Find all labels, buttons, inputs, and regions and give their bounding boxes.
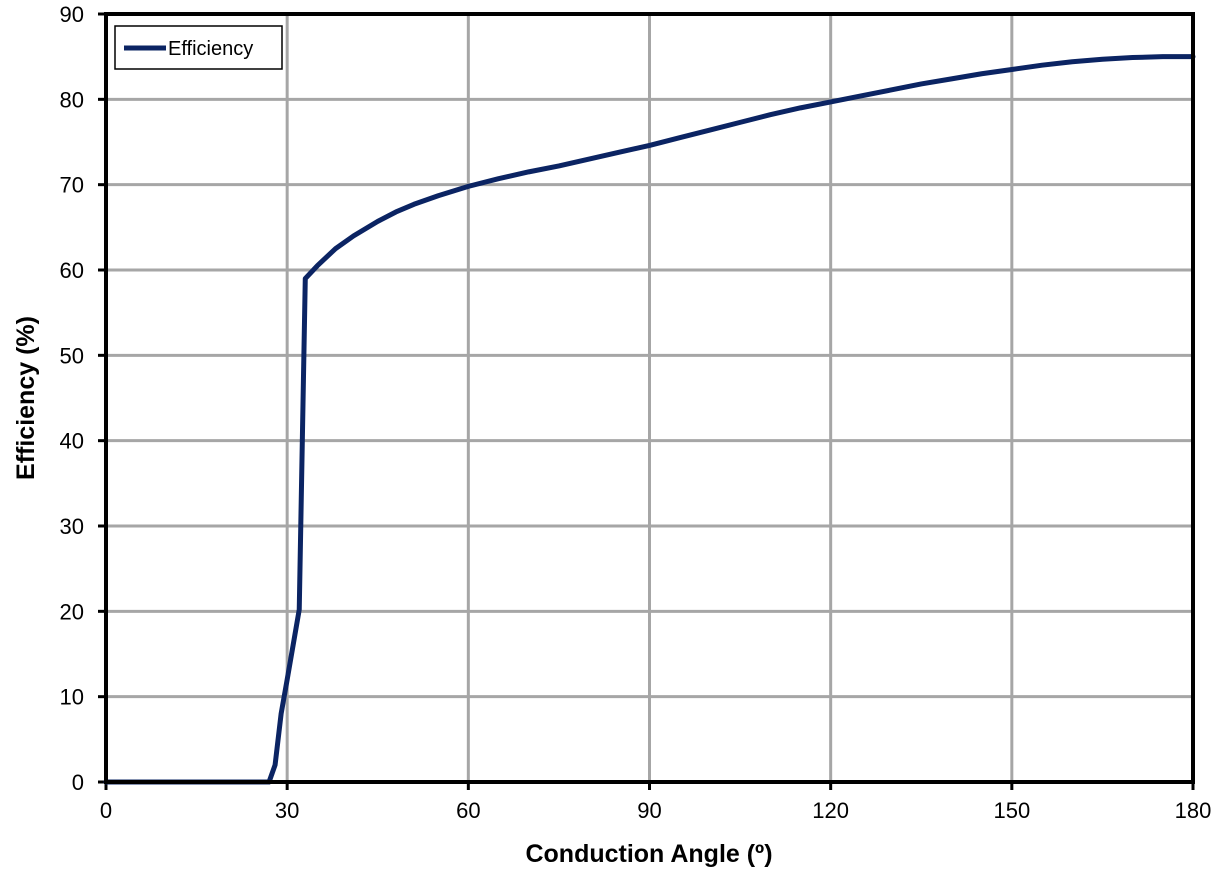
y-tick-label: 60 <box>60 258 84 283</box>
y-tick-label: 30 <box>60 514 84 539</box>
y-tick-label: 80 <box>60 87 84 112</box>
x-tick-label: 180 <box>1175 798 1212 823</box>
grid-lines <box>104 12 1195 784</box>
x-tick-label: 0 <box>100 798 112 823</box>
legend-label: Efficiency <box>168 38 253 60</box>
y-tick-label: 50 <box>60 343 84 368</box>
x-tick-label: 30 <box>275 798 299 823</box>
y-tick-label: 70 <box>60 173 84 198</box>
x-tick-label: 90 <box>637 798 661 823</box>
y-tick-label: 0 <box>72 770 84 795</box>
x-tick-label: 60 <box>456 798 480 823</box>
y-tick-label: 20 <box>60 599 84 624</box>
y-tick-label: 40 <box>60 429 84 454</box>
y-tick-label: 90 <box>60 2 84 27</box>
y-tick-label: 10 <box>60 685 84 710</box>
efficiency-series-line <box>103 54 1196 785</box>
y-axis-title: Efficiency (%) <box>12 316 40 480</box>
x-tick-labels: 0 30 60 90 120 150 180 <box>100 782 1211 823</box>
y-tick-labels: 0 10 20 30 40 50 60 70 80 90 <box>60 2 106 795</box>
x-axis-title: Conduction Angle (º) <box>525 840 772 868</box>
plot-area-frame <box>104 12 1195 784</box>
x-tick-label: 120 <box>812 798 849 823</box>
x-tick-label: 150 <box>993 798 1030 823</box>
legend: Efficiency <box>114 25 283 70</box>
